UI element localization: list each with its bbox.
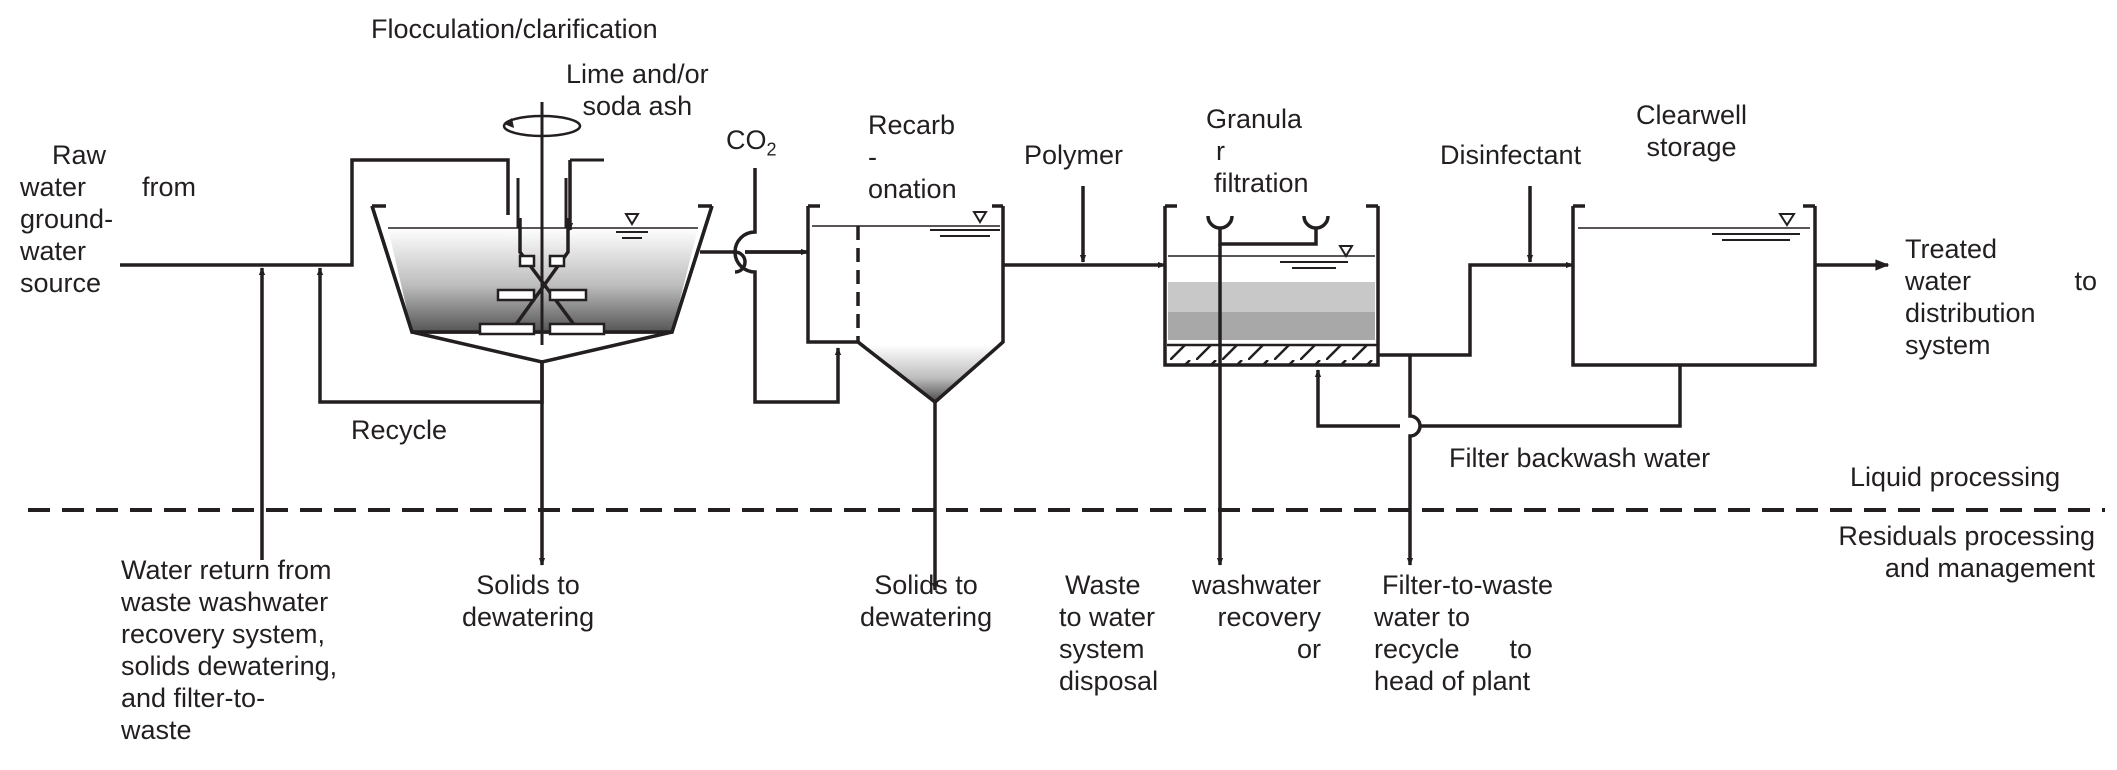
recarbonation-cone-fill [862,345,1000,400]
backwash-label: Filter backwash water [1449,443,1711,473]
mixer-paddle [548,288,588,302]
filter-to-waste-label: Filter-to-waste water to recycle to head … [1374,570,1554,696]
water-level-icon [930,211,1000,237]
raw-water-inflow-line [120,158,510,267]
backwash-line [1318,365,1682,428]
water-return-label: Water return from waste washwater recove… [121,555,338,745]
treated-water-label: Treated water to distribution system [1905,234,2097,360]
flocculation-label: Flocculation/clarification [371,14,658,44]
recarbonation-label: Recarb - onation [868,110,957,204]
recycle-label: Recycle [351,415,448,445]
filter-to-waste-line [1406,355,1422,566]
mixer-paddle [496,288,536,302]
washwater-trough-left [1206,215,1234,230]
co2-feed-line [733,168,842,404]
waste-washwater-label: Waste washwater to water recovery system or… [1059,570,1321,696]
water-level-icon [616,213,648,239]
clarifier-effluent-line [700,250,808,274]
filter-media-upper [1168,282,1375,312]
polymer-label: Polymer [1024,140,1124,170]
mixer-paddle [548,254,566,268]
filter-media-lower [1168,312,1375,340]
co2-label: CO2 [726,125,777,160]
mixer-rotation-icon [502,114,582,138]
clearwell-label: Clearwell storage [1636,100,1748,162]
residuals-label: Residuals processing and management [1838,521,2095,583]
washwater-trough-right [1302,215,1330,230]
solids-to-dewatering-label-2: Solids to dewatering [860,570,993,632]
water-level-icon [1280,245,1354,269]
lime-soda-label: Lime and/or soda ash [566,59,709,121]
water-level-icon [1712,213,1800,241]
mixer-paddle [548,322,606,336]
mixer-paddle [478,322,536,336]
granular-filtration-label: Granula r filtration [1206,104,1309,198]
solids-to-dewatering-label-1: Solids to dewatering [462,570,595,632]
clearwell-tank [1571,206,1817,367]
liquid-processing-label: Liquid processing [1850,462,2061,492]
raw-water-label: Raw water from ground- water source [20,140,196,298]
disinfectant-label: Disinfectant [1440,140,1582,170]
filter-underdrain [1168,345,1375,365]
mixer-paddle [518,254,536,268]
filter-effluent-line [1378,261,1574,357]
washwater-collector [1218,228,1318,246]
